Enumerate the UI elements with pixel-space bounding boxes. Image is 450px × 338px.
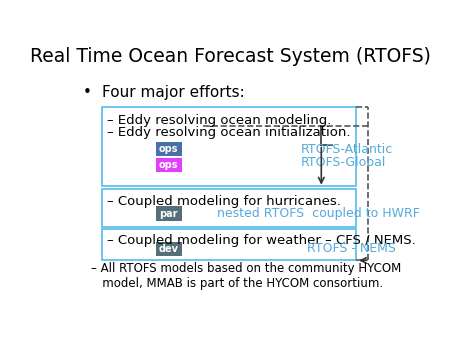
Text: RTOFS-Atlantic: RTOFS-Atlantic (301, 143, 392, 156)
Bar (102, 107, 356, 186)
Text: ops: ops (159, 144, 179, 154)
Text: RTOFS - NEMS: RTOFS - NEMS (307, 242, 396, 255)
Text: – Coupled modeling for hurricanes.: – Coupled modeling for hurricanes. (107, 195, 341, 208)
Text: RTOFS-Global: RTOFS-Global (301, 156, 386, 169)
Bar (102, 189, 356, 227)
Text: – Coupled modeling for weather – CFS / NEMS.: – Coupled modeling for weather – CFS / N… (107, 234, 415, 247)
Text: nested RTOFS  coupled to HWRF: nested RTOFS coupled to HWRF (217, 207, 419, 220)
Bar (156, 158, 182, 172)
Text: Four major efforts:: Four major efforts: (102, 85, 244, 100)
Text: – All RTOFS models based on the community HYCOM
   model, MMAB is part of the HY: – All RTOFS models based on the communit… (91, 262, 401, 290)
Text: ops: ops (159, 160, 179, 170)
Bar (156, 242, 182, 256)
Text: – Eddy resolving ocean modeling.: – Eddy resolving ocean modeling. (107, 114, 331, 127)
Text: dev: dev (159, 244, 179, 254)
Bar (156, 206, 182, 221)
Bar (102, 229, 356, 261)
Text: – Eddy resolving ocean initialization.: – Eddy resolving ocean initialization. (107, 126, 350, 140)
Bar (156, 142, 182, 156)
Text: par: par (159, 209, 178, 218)
Text: •: • (83, 85, 92, 100)
Text: Real Time Ocean Forecast System (RTOFS): Real Time Ocean Forecast System (RTOFS) (30, 47, 431, 66)
